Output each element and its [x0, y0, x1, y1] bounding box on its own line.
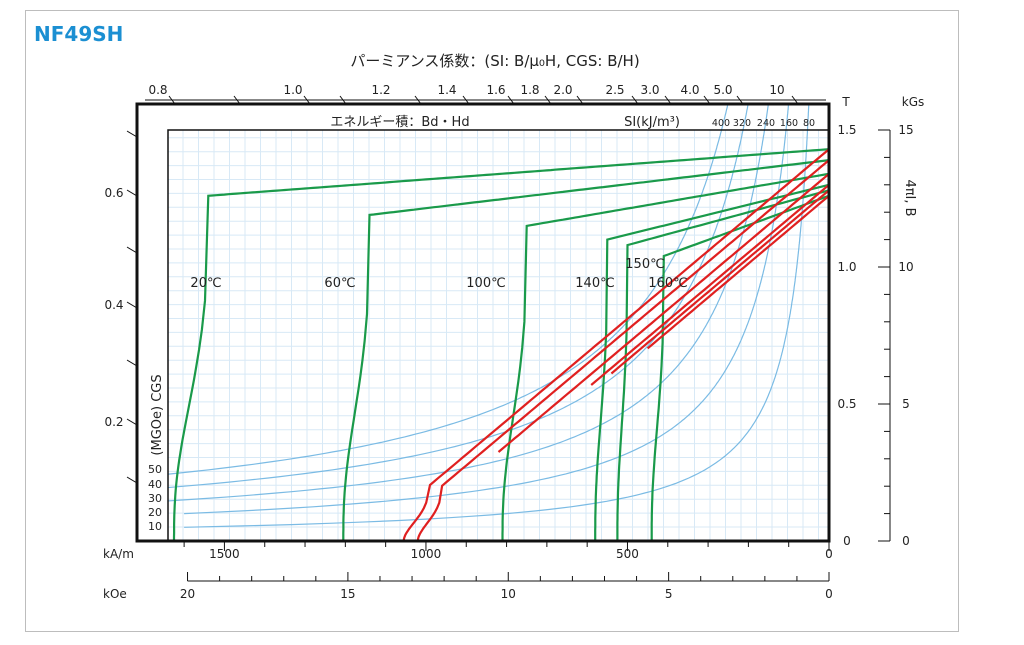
permeance-tick	[664, 95, 672, 105]
kA-tick-label: 1500	[209, 547, 240, 561]
normal-curve	[590, 183, 829, 386]
temperature-label: 60℃	[324, 276, 355, 291]
left-axis-tick	[126, 301, 138, 309]
left-axis-tick	[126, 130, 138, 138]
kOe-tick-label: 20	[180, 587, 195, 601]
permeance-tick	[168, 95, 176, 105]
energy-si-value: 240	[757, 118, 775, 129]
x-unit-kA-per-m: kA/m	[103, 547, 134, 561]
product-title: NF49SH	[34, 22, 124, 46]
energy-si-value: 400	[712, 118, 730, 129]
permeance-tick	[462, 95, 470, 105]
normal-curve	[416, 159, 829, 541]
kA-tick-label: 500	[616, 547, 639, 561]
kGs-tick-label: 5	[902, 397, 910, 411]
left-axis-tick	[126, 359, 138, 367]
kOe-tick-label: 10	[501, 587, 516, 601]
kOe-tick-label: 15	[340, 587, 355, 601]
permeance-tick-label: 4.0	[680, 83, 699, 97]
kOe-tick-label: 0	[825, 587, 833, 601]
outer-plot-border	[135, 102, 831, 543]
left-axis-tick-label: 0.4	[104, 298, 123, 312]
permeance-tick-label: 10	[769, 83, 784, 97]
inner-plot-border	[167, 129, 829, 541]
energy-si-unit-label: SI(kJ/m³)	[624, 115, 680, 130]
normal-curve	[646, 194, 829, 350]
energy-cgs-value: 50	[148, 463, 162, 476]
temperature-label: 100℃	[466, 276, 505, 291]
energy-si-value: 320	[733, 118, 751, 129]
left-axis-tick-label: 0.6	[104, 186, 123, 200]
permeance-tick-label: 1.4	[437, 83, 456, 97]
temperature-label: 160℃	[648, 276, 687, 291]
permeance-tick-label: 5.0	[713, 83, 732, 97]
left-axis-tick-label: 0.2	[104, 415, 123, 429]
intrinsic-curve	[616, 189, 829, 541]
permeance-tick-label: 1.8	[520, 83, 539, 97]
y-unit-kGs: kGs	[902, 95, 925, 109]
energy-si-value: 80	[803, 118, 815, 129]
energy-cgs-value: 30	[148, 492, 162, 505]
permeance-tick-label: 2.0	[553, 83, 572, 97]
intrinsic-curve	[342, 159, 829, 541]
energy-product-curve	[168, 104, 729, 475]
permeance-tick	[544, 95, 552, 105]
permeance-tick-label: 2.5	[605, 83, 624, 97]
normal-curve	[610, 189, 829, 375]
kGs-axis-label: 4πI, B	[902, 179, 917, 216]
T-axis-tick-label: 1.0	[837, 260, 856, 274]
permeance-tick-label: 1.6	[486, 83, 505, 97]
permeance-tick	[414, 95, 422, 105]
temperature-label: 150℃	[625, 257, 664, 272]
kGs-tick-label: 0	[902, 534, 910, 548]
permeance-tick	[703, 95, 711, 105]
permeance-tick-label: 1.0	[283, 83, 302, 97]
x-unit-kOe: kOe	[103, 587, 127, 601]
permeance-tick	[303, 95, 311, 105]
kOe-tick-label: 5	[665, 587, 673, 601]
permeance-tick	[233, 95, 241, 105]
energy-cgs-value: 10	[148, 520, 162, 533]
kGs-tick-label: 15	[898, 123, 913, 137]
intrinsic-curve	[501, 172, 829, 541]
left-axis-tick	[126, 476, 138, 484]
chart-frame	[25, 10, 959, 632]
intrinsic-curve	[594, 183, 829, 541]
kA-tick-label: 0	[825, 547, 833, 561]
cgs-energy-axis-label: (MGOe) CGS	[150, 374, 165, 455]
temperature-label: 20℃	[190, 276, 221, 291]
permeance-title: パーミアンス係数：(SI: B/μ₀H, CGS: B/H)	[350, 52, 639, 70]
intrinsic-curve	[172, 148, 829, 541]
permeance-tick	[631, 95, 639, 105]
permeance-tick	[791, 95, 799, 105]
permeance-tick	[339, 95, 347, 105]
permeance-tick	[507, 95, 515, 105]
permeance-tick-label: 0.8	[148, 83, 167, 97]
T-axis-tick-label: 0.5	[837, 397, 856, 411]
permeance-tick	[736, 95, 744, 105]
energy-cgs-value: 40	[148, 478, 162, 491]
left-axis-tick	[126, 246, 138, 254]
normal-curve	[402, 148, 829, 541]
normal-curve	[497, 172, 829, 453]
energy-cgs-value: 20	[148, 506, 162, 519]
y-unit-T: T	[841, 95, 850, 109]
permeance-tick-label: 1.2	[371, 83, 390, 97]
T-axis-tick-label: 1.5	[837, 123, 856, 137]
energy-product-curve	[184, 104, 810, 528]
T-axis-tick-label: 0	[843, 534, 851, 548]
energy-si-value: 160	[780, 118, 798, 129]
energy-product-curve	[184, 104, 790, 515]
permeance-tick-label: 3.0	[640, 83, 659, 97]
permeance-tick	[576, 95, 584, 105]
temperature-label: 140℃	[575, 276, 614, 291]
left-axis-tick	[126, 189, 138, 197]
energy-product-label: エネルギー積：Bd・Hd	[330, 115, 469, 130]
left-axis-tick	[126, 418, 138, 426]
kGs-tick-label: 10	[898, 260, 913, 274]
kA-tick-label: 1000	[411, 547, 442, 561]
